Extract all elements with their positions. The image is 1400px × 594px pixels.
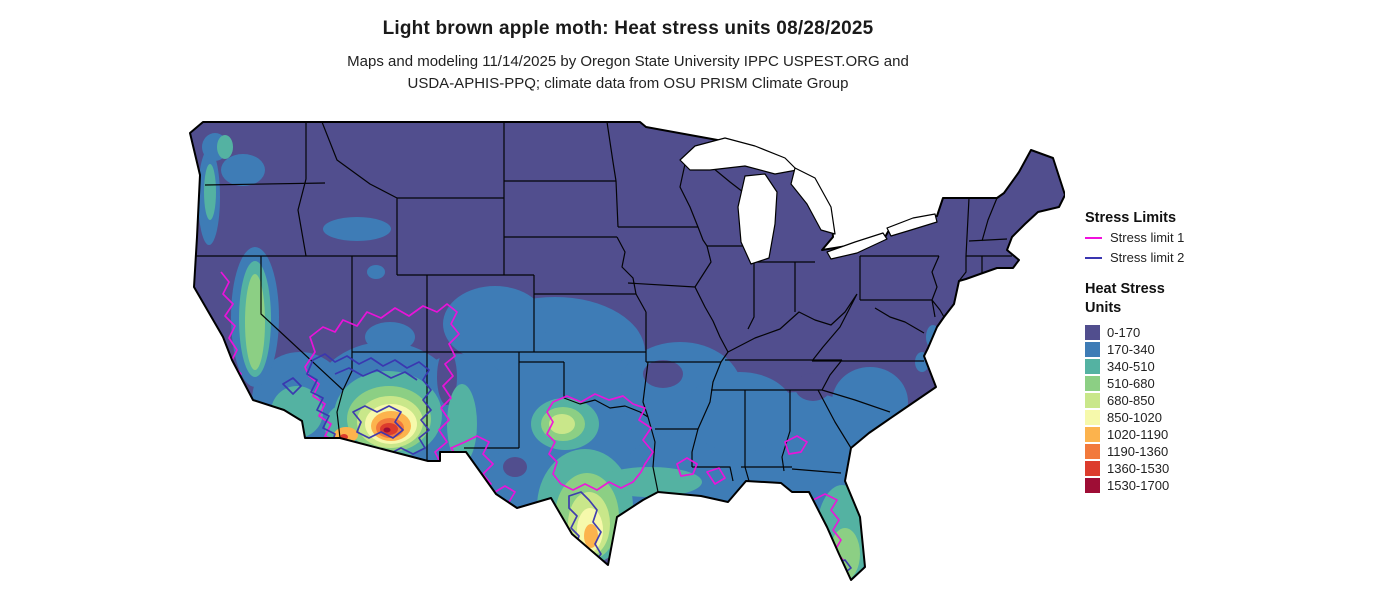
map-container [185, 112, 1066, 592]
stress-limit-1-contour-gulf [676, 457, 726, 485]
region-blob [245, 274, 265, 370]
title-block: Light brown apple moth: Heat stress unit… [0, 18, 1256, 95]
lake-ontario [886, 213, 938, 237]
heat-stress-units-title-line-1: Heat Stress [1085, 281, 1165, 297]
legend-heat-stress-units: Heat Stress Units 0-170 170-340 340-510 [1085, 280, 1260, 494]
lake-huron [790, 167, 836, 235]
legend-item-850-1020: 850-1020 [1085, 409, 1260, 426]
page-subtitle: Maps and modeling 11/14/2025 by Oregon S… [0, 51, 1256, 95]
region-blob [685, 372, 795, 452]
subtitle-line-2: USDA-APHIS-PPQ; climate data from OSU PR… [407, 75, 849, 92]
region-blob [643, 360, 683, 388]
state-borders [194, 122, 1012, 493]
us-heat-stress-map [189, 121, 1066, 581]
region-blob [204, 164, 216, 220]
legend-item-stress-limit-1: Stress limit 1 [1085, 229, 1260, 246]
legend-swatch-340-510 [1085, 359, 1100, 374]
region-blob [584, 524, 598, 548]
legend-swatch-1020-1190 [1085, 427, 1100, 442]
heat-stress-units-title: Heat Stress Units [1085, 280, 1260, 318]
region-group-1530-1700 [383, 427, 391, 433]
heat-stress-swatch-list: 0-170 170-340 340-510 510-680 680-850 [1085, 324, 1260, 494]
region-blob [383, 427, 391, 433]
legend-item-1360-1530: 1360-1530 [1085, 460, 1260, 477]
region-group-0-170-overlays [437, 349, 831, 477]
region-blob [217, 135, 233, 159]
region-blob [795, 373, 831, 401]
legend-label-850-1020: 850-1020 [1107, 410, 1162, 425]
legend-item-340-510: 340-510 [1085, 358, 1260, 375]
legend-label-1020-1190: 1020-1190 [1107, 427, 1169, 442]
lake-michigan [737, 173, 778, 265]
legend-stress-limits: Stress Limits Stress limit 1 Stress limi… [1085, 210, 1260, 266]
region-blob [503, 457, 527, 477]
stress-limit-2-line-sample [1085, 256, 1102, 259]
legend-item-510-680: 510-680 [1085, 375, 1260, 392]
stress-limit-2-contour-phoenix [334, 367, 418, 439]
legend-label-340-510: 340-510 [1107, 359, 1155, 374]
stress-limit-2-label: Stress limit 2 [1110, 250, 1185, 265]
legend-label-680-850: 680-850 [1107, 393, 1155, 408]
legend-item-680-850: 680-850 [1085, 392, 1260, 409]
legend-item-1530-1700: 1530-1700 [1085, 477, 1260, 494]
stress-limit-2-contour-mojave [282, 377, 302, 395]
stress-limit-1-label: Stress limit 1 [1110, 230, 1185, 245]
legend-swatch-850-1020 [1085, 410, 1100, 425]
region-blob [549, 414, 575, 434]
legend-item-1020-1190: 1020-1190 [1085, 426, 1260, 443]
legend-label-1190-1360: 1190-1360 [1107, 444, 1169, 459]
legend-item-0-170: 0-170 [1085, 324, 1260, 341]
legend-swatch-680-850 [1085, 393, 1100, 408]
legend-label-1530-1700: 1530-1700 [1107, 478, 1170, 493]
region-blob [221, 154, 265, 186]
legend-label-1360-1530: 1360-1530 [1107, 461, 1170, 476]
stress-limit-1-contour-texas [546, 393, 654, 491]
lake-erie [826, 232, 888, 260]
region-blob [437, 349, 457, 405]
legend-label-0-170: 0-170 [1107, 325, 1141, 340]
great-lakes [679, 137, 938, 265]
region-blob [367, 265, 385, 279]
subtitle-line-1: Maps and modeling 11/14/2025 by Oregon S… [347, 53, 909, 70]
legend-swatch-510-680 [1085, 376, 1100, 391]
legend-label-170-340: 170-340 [1107, 342, 1155, 357]
legend-swatch-1360-1530 [1085, 461, 1100, 476]
legend-swatch-0-170 [1085, 325, 1100, 340]
region-blob [598, 467, 702, 497]
region-blob [365, 322, 415, 352]
stress-limits-title: Stress Limits [1085, 210, 1177, 226]
region-blob [830, 528, 860, 580]
map-legend: Stress Limits Stress limit 1 Stress limi… [1085, 210, 1260, 508]
region-blob [447, 384, 477, 464]
stress-limit-1-line-sample [1085, 236, 1102, 239]
region-blob [832, 367, 908, 437]
heat-stress-units-title-line-2: Units [1085, 300, 1122, 316]
legend-item-170-340: 170-340 [1085, 341, 1260, 358]
legend-item-stress-limit-2: Stress limit 2 [1085, 249, 1260, 266]
stress-limit-2-contours [282, 353, 852, 575]
stress-limit-2-contour-arizona [306, 353, 432, 455]
legend-label-510-680: 510-680 [1107, 376, 1155, 391]
legend-swatch-1530-1700 [1085, 478, 1100, 493]
legend-swatch-1190-1360 [1085, 444, 1100, 459]
legend-item-1190-1360: 1190-1360 [1085, 443, 1260, 460]
page-title: Light brown apple moth: Heat stress unit… [382, 18, 874, 39]
region-blob [323, 217, 391, 241]
region-blob [443, 286, 547, 362]
legend-swatch-170-340 [1085, 342, 1100, 357]
